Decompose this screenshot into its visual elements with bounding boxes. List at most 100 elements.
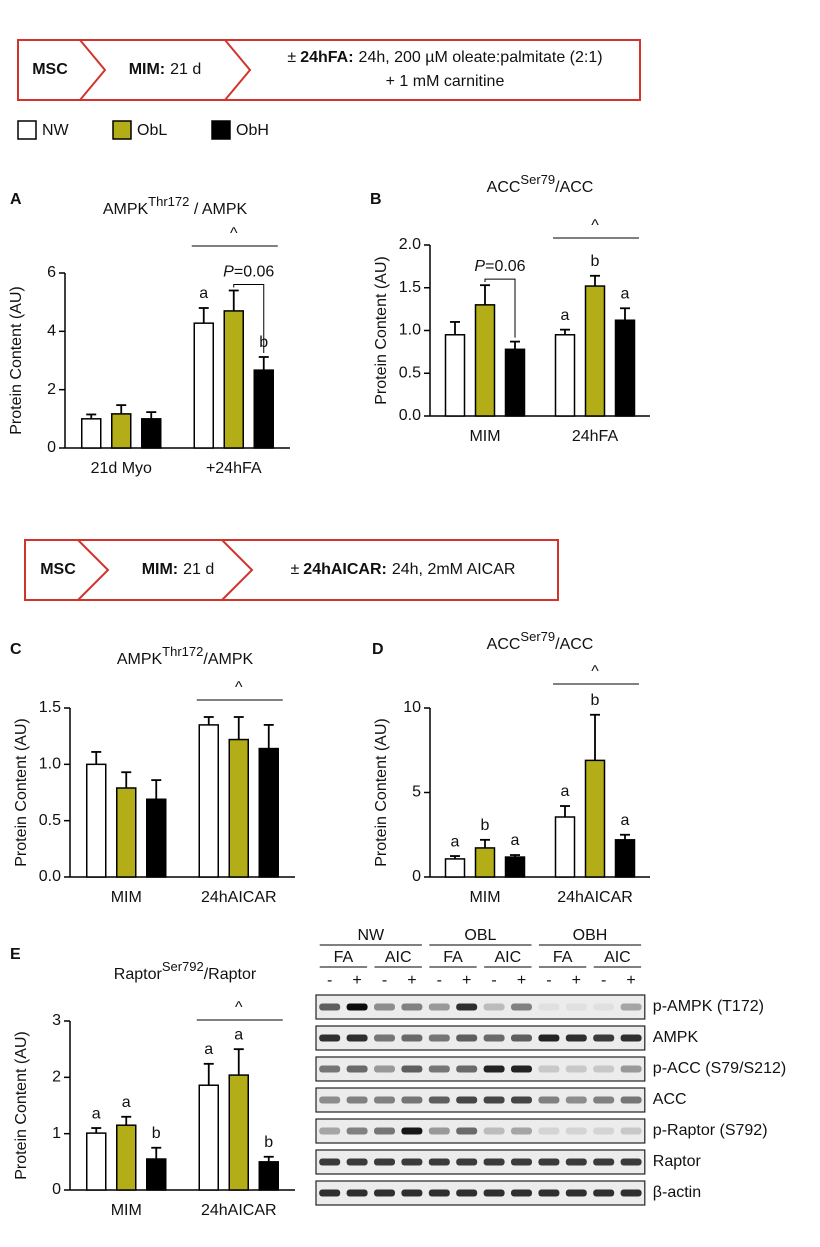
- y-axis-label: Protein Content (AU): [373, 718, 390, 867]
- step-detail: 21 d: [170, 61, 201, 78]
- bar: [116, 787, 137, 878]
- y-tick-label: 2: [47, 381, 56, 398]
- title-part: Ser79: [520, 629, 555, 644]
- bar: [116, 1124, 137, 1191]
- significance-letter: b: [152, 1125, 161, 1142]
- band: [374, 1034, 395, 1042]
- group-label: NW: [357, 927, 385, 944]
- bar: [474, 304, 496, 417]
- bar: [258, 1161, 279, 1191]
- band: [346, 1096, 368, 1104]
- chevron: [79, 39, 107, 101]
- band: [346, 1189, 368, 1197]
- band: [511, 1034, 532, 1042]
- significance-letter: a: [621, 285, 630, 302]
- band: [565, 1065, 587, 1073]
- significance-letter: a: [204, 1041, 213, 1058]
- band: [593, 1189, 615, 1197]
- step-name: 24hAICAR:: [303, 561, 387, 578]
- bar: [554, 816, 576, 878]
- bar: [141, 418, 162, 449]
- band: [565, 1034, 587, 1042]
- title-part: AMPK: [103, 201, 149, 218]
- caret: ^: [235, 679, 243, 696]
- title-part: ACC: [487, 636, 521, 653]
- caret: ^: [591, 663, 599, 680]
- y-tick-label: 0.0: [399, 407, 421, 424]
- band: [374, 1003, 395, 1011]
- blot-strip: [315, 994, 646, 1020]
- lane-label: -: [327, 972, 332, 989]
- band: [456, 1127, 478, 1135]
- x-tick-label: MIM: [469, 889, 500, 906]
- chart-title: RaptorSer792/Raptor: [114, 959, 257, 983]
- bar: [146, 798, 167, 878]
- title-part: /ACC: [555, 179, 593, 196]
- band: [483, 1158, 505, 1166]
- band: [620, 1158, 642, 1166]
- y-tick-label: 1: [52, 1125, 61, 1142]
- caret: ^: [591, 217, 599, 234]
- blot-row-label: β-actin: [653, 1184, 701, 1201]
- title-part: ACC: [487, 179, 521, 196]
- y-tick-label: 5: [412, 784, 421, 801]
- lane-label: +: [626, 972, 635, 989]
- y-tick-label: 1.5: [399, 279, 421, 296]
- protocol-box: [17, 39, 641, 101]
- band: [401, 1003, 423, 1011]
- bar: [584, 285, 606, 417]
- p-symbol: P: [474, 258, 485, 275]
- y-tick-label: 0: [47, 439, 56, 456]
- band: [483, 1065, 505, 1073]
- lane-label: -: [601, 972, 606, 989]
- band: [374, 1127, 395, 1135]
- protocol-step: ±24hAICAR: 24h, 2mM AICAR: [291, 561, 516, 578]
- band: [593, 1127, 615, 1135]
- band: [483, 1189, 505, 1197]
- subgroup-label: FA: [443, 949, 463, 966]
- band: [346, 1065, 368, 1073]
- chart-title: AMPKThr172/AMPK: [117, 644, 254, 668]
- band: [319, 1034, 341, 1042]
- band: [374, 1096, 395, 1104]
- legend-label: NW: [42, 122, 70, 139]
- band: [456, 1158, 478, 1166]
- band: [346, 1003, 368, 1011]
- band: [346, 1034, 368, 1042]
- band: [456, 1003, 478, 1011]
- blot-row-label: Raptor: [653, 1153, 702, 1170]
- y-tick-label: 6: [47, 264, 56, 281]
- band: [565, 1003, 587, 1011]
- x-tick-label: MIM: [111, 889, 142, 906]
- band: [319, 1065, 341, 1073]
- band: [511, 1189, 532, 1197]
- y-axis-label: Protein Content (AU): [13, 1031, 30, 1180]
- panel-letter: A: [10, 191, 22, 208]
- bar: [614, 839, 636, 878]
- bar: [614, 319, 636, 417]
- title-part: AMPK: [117, 651, 163, 668]
- y-tick-label: 10: [403, 699, 421, 716]
- band: [456, 1189, 478, 1197]
- bar: [253, 369, 274, 449]
- significance-letter: a: [122, 1094, 131, 1111]
- lane-label: +: [517, 972, 526, 989]
- significance-letter: b: [591, 253, 600, 270]
- y-tick-label: 0: [52, 1181, 61, 1198]
- band: [511, 1065, 532, 1073]
- subgroup-label: AIC: [494, 949, 521, 966]
- band: [538, 1096, 560, 1104]
- significance-letter: a: [234, 1026, 243, 1043]
- significance-letter: a: [199, 285, 208, 302]
- band: [401, 1096, 423, 1104]
- band: [456, 1065, 478, 1073]
- band: [346, 1158, 368, 1166]
- band: [620, 1003, 642, 1011]
- significance-letter: b: [264, 1134, 273, 1151]
- band: [401, 1034, 423, 1042]
- protocol-step: MSC: [32, 61, 68, 78]
- title-part: /AMPK: [203, 651, 253, 668]
- band: [346, 1127, 368, 1135]
- band: [428, 1065, 450, 1073]
- bar: [444, 858, 466, 878]
